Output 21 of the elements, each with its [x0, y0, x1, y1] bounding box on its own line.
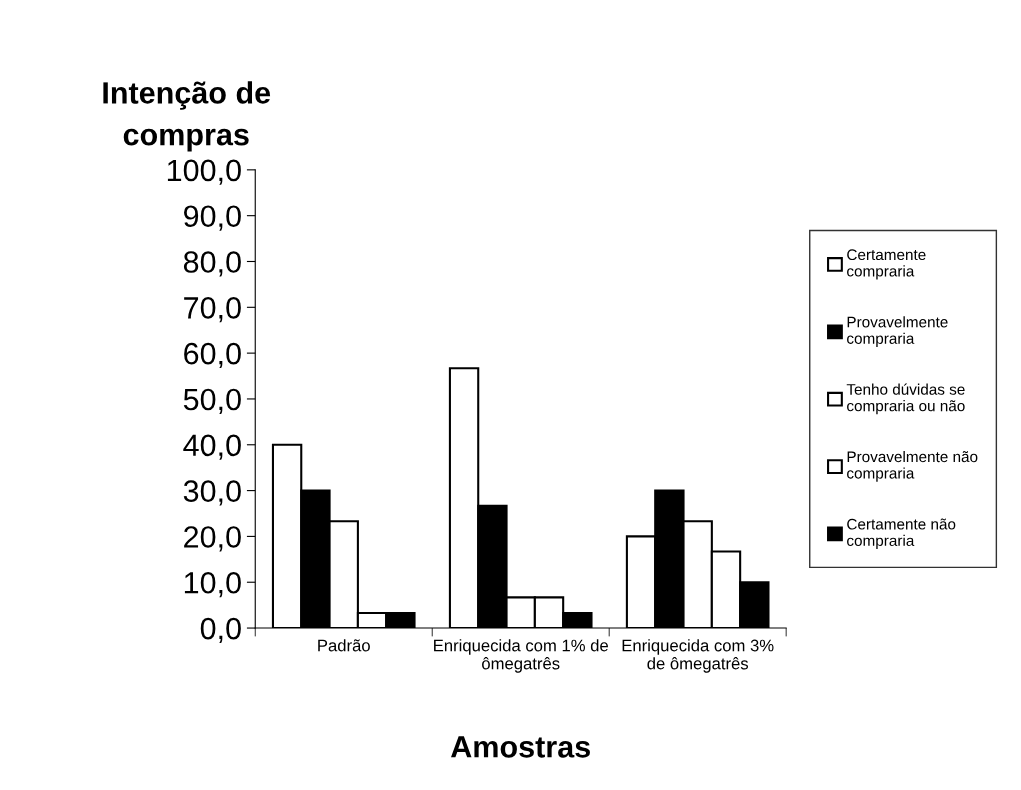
y-tick-label: 90,0 — [184, 205, 241, 231]
y-tick-label: 30,0 — [183, 480, 241, 506]
y-tick-label: 80,0 — [183, 251, 241, 277]
y-axis-title: Intenção de compras — [103, 81, 271, 152]
x-tick-label: Enriquecida com 3% de ômegatrês — [622, 639, 774, 673]
legend-label: Certamente compraria — [847, 249, 926, 280]
y-tick-label: 20,0 — [184, 526, 241, 552]
x-tick-label: Padrão — [318, 639, 370, 652]
legend-label: Provavelmente compraria — [847, 316, 948, 347]
y-tick-label: 100,0 — [167, 159, 241, 185]
x-tick-label: Enriquecida com 1% de ômegatrês — [434, 639, 608, 673]
y-tick-label: 40,0 — [183, 434, 241, 460]
y-tick-label: 70,0 — [184, 297, 241, 323]
y-tick-label: 50,0 — [183, 388, 241, 414]
y-tick-label: 10,0 — [184, 571, 241, 598]
x-axis-title: Amostras — [451, 736, 590, 758]
legend-label: Certamente não compraria — [847, 518, 956, 550]
legend-label: Provavelmente não compraria — [847, 450, 978, 482]
y-tick-label: 0,0 — [200, 617, 241, 644]
y-tick-label: 60,0 — [184, 342, 241, 369]
legend-label: Tenho dúvidas se compraria ou não — [846, 383, 965, 415]
